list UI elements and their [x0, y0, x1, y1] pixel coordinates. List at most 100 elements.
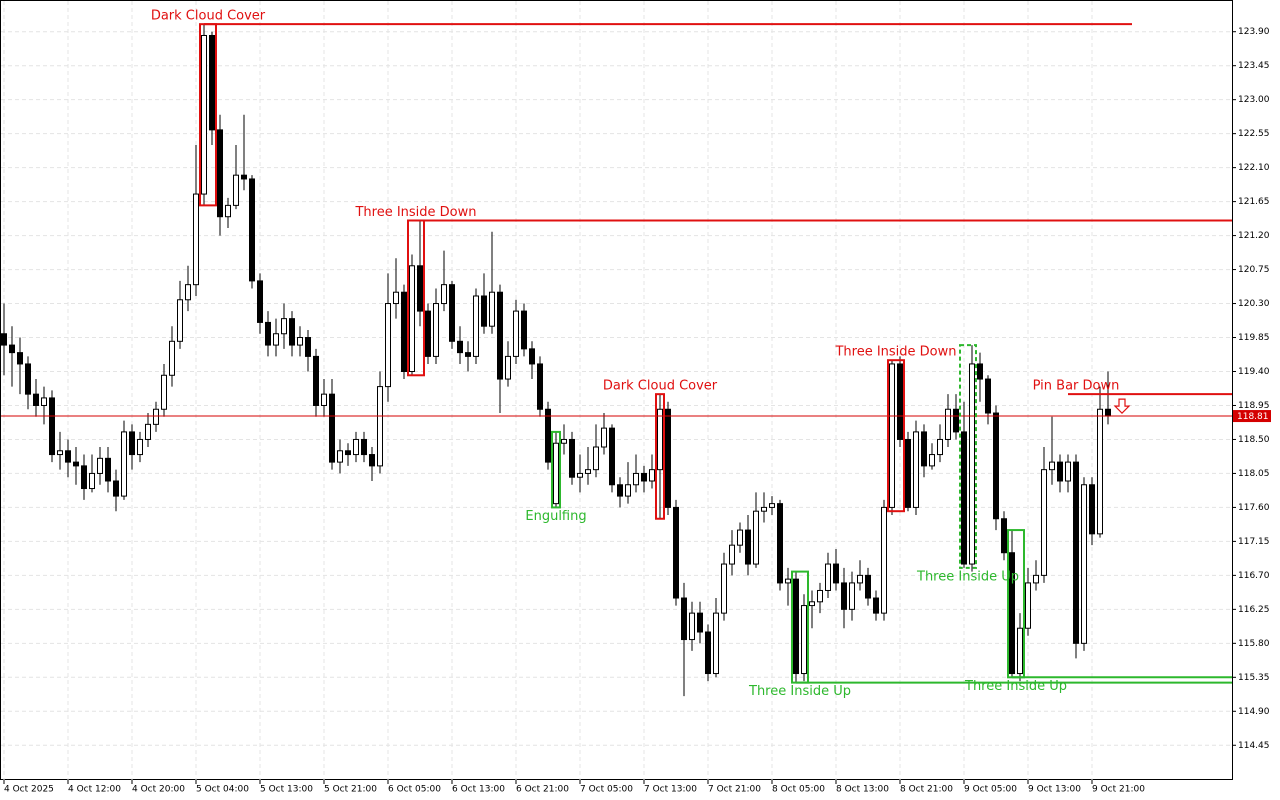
- candle-body: [553, 442, 559, 505]
- y-tick-label: 115.35: [1238, 673, 1270, 683]
- candle-body: [609, 427, 615, 486]
- candle-body: [289, 318, 295, 346]
- candle-body: [769, 503, 775, 508]
- candle-body: [1, 333, 7, 346]
- candle-body: [65, 450, 71, 463]
- x-tick-label: 8 Oct 13:00: [836, 785, 889, 795]
- candle-body: [505, 355, 511, 380]
- candle-body: [473, 295, 479, 357]
- candle-body: [785, 578, 791, 584]
- candle-body: [953, 408, 959, 433]
- y-tick-label: 119.40: [1238, 367, 1270, 377]
- candle-body: [177, 299, 183, 342]
- candle-body: [121, 431, 127, 497]
- candle-body: [225, 204, 231, 218]
- y-tick-label: 120.75: [1238, 265, 1270, 275]
- candle-body: [329, 393, 335, 463]
- candle-body: [681, 597, 687, 641]
- x-tick-label: 7 Oct 05:00: [580, 785, 633, 795]
- candle-body: [313, 355, 319, 406]
- x-tick-label: 4 Oct 20:00: [132, 785, 185, 795]
- pattern-label: Three Inside Down: [354, 205, 476, 220]
- pattern-label: Engulfing: [525, 509, 586, 524]
- candle-body: [241, 174, 247, 180]
- candle-body: [841, 582, 847, 610]
- candle-body: [833, 563, 839, 584]
- candle-body: [913, 431, 919, 508]
- candle-body: [441, 284, 447, 305]
- pattern-box: [655, 393, 665, 520]
- candle-body: [745, 529, 751, 565]
- candle-body: [857, 574, 863, 584]
- candle-body: [761, 506, 767, 512]
- candle-body: [273, 333, 279, 346]
- last-price-tag: [1233, 410, 1271, 423]
- y-tick-label: 119.85: [1238, 333, 1270, 343]
- candle-body: [601, 427, 607, 448]
- y-tick-label: 123.00: [1238, 95, 1270, 105]
- candle-body: [873, 597, 879, 614]
- candle-body: [17, 352, 23, 365]
- candle-body: [825, 563, 831, 591]
- x-tick-label: 4 Oct 2025: [4, 785, 54, 795]
- candle-body: [449, 284, 455, 342]
- pattern-box: [887, 359, 905, 513]
- y-tick-label: 114.45: [1238, 741, 1270, 751]
- candle-body: [209, 34, 215, 131]
- x-tick-label: 7 Oct 13:00: [644, 785, 697, 795]
- candle-body: [809, 601, 815, 607]
- candle-body: [481, 295, 487, 327]
- candle-body: [537, 363, 543, 410]
- plot-border: [0, 0, 1233, 780]
- candle-body: [89, 472, 95, 490]
- candle-body: [1057, 461, 1063, 482]
- x-tick-label: 6 Oct 13:00: [452, 785, 505, 795]
- candle-body: [281, 318, 287, 335]
- candle-body: [337, 450, 343, 463]
- candle-body: [633, 472, 639, 486]
- candle-body: [1081, 484, 1087, 644]
- y-tick-label: 117.15: [1238, 537, 1270, 547]
- candle-body: [961, 431, 967, 565]
- candle-body: [545, 408, 551, 463]
- x-tick-label: 6 Oct 05:00: [388, 785, 441, 795]
- x-tick-label: 9 Oct 21:00: [1092, 785, 1145, 795]
- y-tick-label: 121.65: [1238, 197, 1270, 207]
- candle-body: [793, 578, 799, 675]
- candle-body: [161, 374, 167, 410]
- candle-body: [489, 291, 495, 327]
- last-price-label: 118.81: [1237, 412, 1269, 422]
- candle-body: [777, 503, 783, 584]
- candle-body: [985, 378, 991, 414]
- candle-body: [657, 408, 663, 471]
- candle-body: [1049, 461, 1055, 471]
- candle-body: [937, 438, 943, 456]
- candle-body: [217, 129, 223, 218]
- candle-body: [409, 265, 415, 373]
- candle-body: [665, 408, 671, 508]
- candle-body: [513, 310, 519, 357]
- candle-body: [401, 291, 407, 373]
- candle-body: [649, 469, 655, 482]
- candle-body: [625, 484, 631, 497]
- pattern-label: Pin Bar Down: [1033, 379, 1120, 394]
- candle-body: [993, 412, 999, 520]
- y-tick-label: 116.25: [1238, 605, 1270, 615]
- candle-body: [81, 465, 87, 490]
- candle-body: [713, 612, 719, 675]
- candle-body: [849, 582, 855, 610]
- candle-body: [737, 529, 743, 546]
- candle-body: [569, 438, 575, 478]
- pattern-box: [551, 430, 561, 509]
- candle-body: [169, 340, 175, 376]
- x-tick-label: 8 Oct 05:00: [772, 785, 825, 795]
- candle-body: [417, 265, 423, 312]
- y-tick-label: 116.70: [1238, 571, 1270, 581]
- candle-body: [801, 605, 807, 675]
- candle-body: [705, 631, 711, 675]
- y-tick-label: 122.55: [1238, 129, 1270, 139]
- x-tick-label: 7 Oct 21:00: [708, 785, 761, 795]
- candle-body: [137, 438, 143, 456]
- candle-body: [41, 397, 47, 406]
